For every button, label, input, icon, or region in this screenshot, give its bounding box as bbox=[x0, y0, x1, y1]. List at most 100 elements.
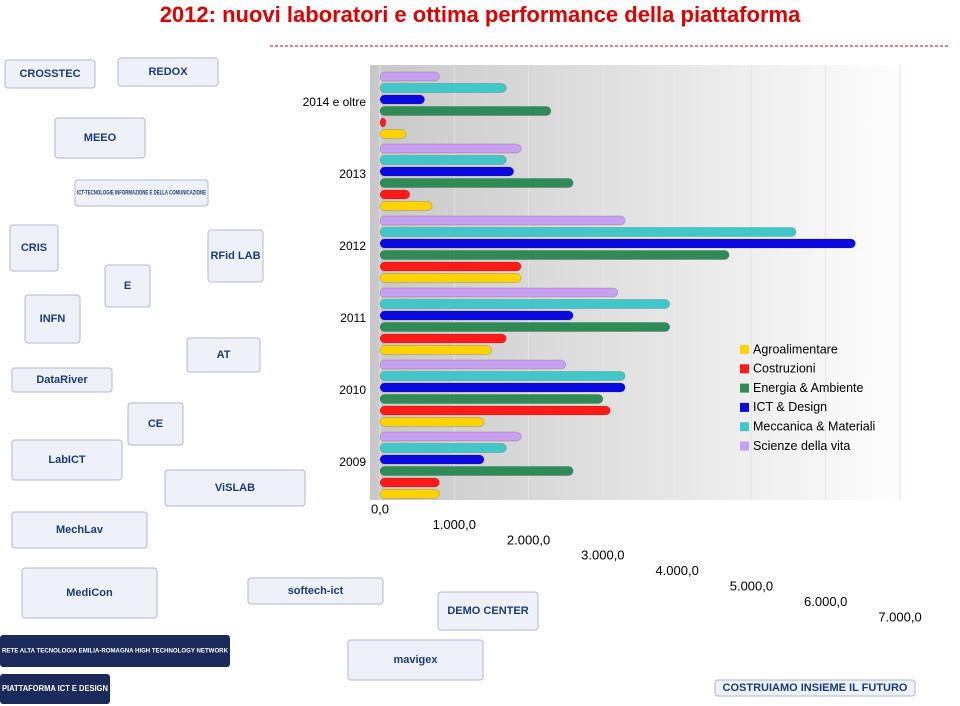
bar bbox=[379, 394, 604, 404]
logo-box bbox=[164, 469, 306, 507]
bar bbox=[379, 117, 387, 128]
logo-box bbox=[117, 57, 219, 87]
x-tick-label: 3.000,0 bbox=[581, 548, 624, 563]
logo-text: COSTRUIAMO INSIEME IL FUTURO bbox=[723, 682, 908, 694]
bar bbox=[379, 261, 522, 272]
legend-swatch bbox=[740, 383, 749, 393]
logo-text: LabICT bbox=[48, 454, 86, 466]
logo-box bbox=[11, 439, 123, 481]
legend-label: ICT & Design bbox=[753, 400, 827, 414]
bar bbox=[379, 250, 730, 260]
bar bbox=[379, 106, 552, 116]
logo-box bbox=[347, 639, 484, 681]
bar bbox=[379, 371, 626, 381]
bar bbox=[379, 322, 671, 332]
legend-label: Agroalimentare bbox=[753, 342, 838, 356]
bar bbox=[379, 189, 411, 200]
logo-box bbox=[9, 224, 59, 272]
legend-label: Scienze della vita bbox=[753, 439, 850, 453]
logo-box bbox=[207, 229, 264, 283]
legend-swatch bbox=[740, 402, 749, 412]
logo-box bbox=[247, 577, 384, 605]
slide-title: 2012: nuovi laboratori e ottima performa… bbox=[160, 2, 801, 27]
bar bbox=[379, 287, 619, 298]
logo-text: RFid LAB bbox=[210, 250, 260, 262]
y-tick-label: 2010 bbox=[339, 383, 366, 397]
bar bbox=[379, 238, 856, 249]
logo-text: REDOX bbox=[148, 66, 188, 78]
bar bbox=[379, 382, 626, 393]
logo-box bbox=[11, 367, 113, 393]
logo-text: MechLav bbox=[56, 524, 104, 536]
legend-label: Meccanica & Materiali bbox=[753, 419, 875, 433]
logo-text: AT bbox=[217, 349, 231, 361]
logo-text: INFN bbox=[40, 313, 66, 325]
logo-text: ICT-TECNOLOGIE INFORMAZIONE E DELLA COMU… bbox=[77, 190, 206, 197]
y-tick-label: 2009 bbox=[339, 455, 366, 469]
logo-box bbox=[4, 59, 96, 89]
bar bbox=[379, 71, 440, 82]
logo-text: softech-ict bbox=[288, 585, 344, 597]
logo-text: CE bbox=[148, 418, 163, 430]
bar bbox=[379, 405, 611, 416]
logo-box bbox=[714, 679, 916, 697]
logo-text: DEMO CENTER bbox=[447, 605, 528, 617]
legend-swatch bbox=[740, 422, 749, 432]
logo-box bbox=[74, 179, 209, 207]
bar bbox=[379, 129, 407, 139]
x-tick-label: 2.000,0 bbox=[507, 532, 550, 547]
bar bbox=[379, 299, 671, 309]
logo-box bbox=[104, 264, 151, 308]
logo-box bbox=[21, 567, 158, 619]
y-tick-label: 2011 bbox=[340, 311, 366, 325]
logo-box bbox=[11, 511, 148, 549]
logo-text: MediCon bbox=[66, 587, 113, 599]
bar bbox=[379, 454, 485, 465]
legend-label: Energia & Ambiente bbox=[753, 381, 864, 395]
bar bbox=[379, 466, 574, 476]
bar bbox=[379, 215, 626, 226]
bar bbox=[379, 333, 507, 344]
logo-box bbox=[0, 674, 110, 704]
logo-text: mavigex bbox=[393, 654, 438, 666]
legend-label: Costruzioni bbox=[753, 362, 816, 376]
bar bbox=[379, 143, 522, 154]
y-tick-label: 2012 bbox=[339, 239, 366, 253]
logo-box bbox=[127, 402, 184, 446]
y-tick-label: 2013 bbox=[339, 167, 366, 181]
bar bbox=[379, 345, 492, 355]
bar bbox=[379, 178, 574, 188]
logo-text: PIATTAFORMA ICT E DESIGN bbox=[2, 684, 108, 693]
bar bbox=[379, 417, 485, 427]
legend-swatch bbox=[740, 441, 749, 451]
bar bbox=[379, 359, 567, 370]
bar bbox=[379, 273, 522, 283]
y-tick-label: 2014 e oltre bbox=[303, 95, 367, 109]
bar bbox=[379, 489, 440, 499]
logo-text: DataRiver bbox=[36, 374, 88, 386]
bar bbox=[379, 166, 515, 177]
logo-text: MEEO bbox=[84, 132, 117, 144]
logo-box bbox=[437, 591, 539, 631]
logo-text: RETE ALTA TECNOLOGIA EMILIA-ROMAGNA HIGH… bbox=[2, 648, 228, 655]
legend-swatch bbox=[740, 364, 749, 374]
x-tick-label: 6.000,0 bbox=[804, 594, 847, 609]
x-tick-label: 0,0 bbox=[371, 501, 389, 516]
bar bbox=[379, 227, 797, 237]
logo-text: E bbox=[124, 280, 131, 292]
logo-box bbox=[0, 635, 230, 667]
bar bbox=[379, 83, 507, 93]
x-tick-label: 7.000,0 bbox=[878, 609, 921, 624]
x-tick-label: 5.000,0 bbox=[730, 579, 773, 594]
bar bbox=[379, 431, 522, 442]
logo-box bbox=[54, 117, 146, 159]
bar bbox=[379, 310, 574, 321]
bar bbox=[379, 477, 440, 488]
x-tick-label: 4.000,0 bbox=[655, 563, 698, 578]
bar bbox=[379, 94, 426, 105]
bar bbox=[379, 443, 507, 453]
logo-text: ViSLAB bbox=[215, 482, 255, 494]
logo-text: CRIS bbox=[21, 242, 47, 254]
